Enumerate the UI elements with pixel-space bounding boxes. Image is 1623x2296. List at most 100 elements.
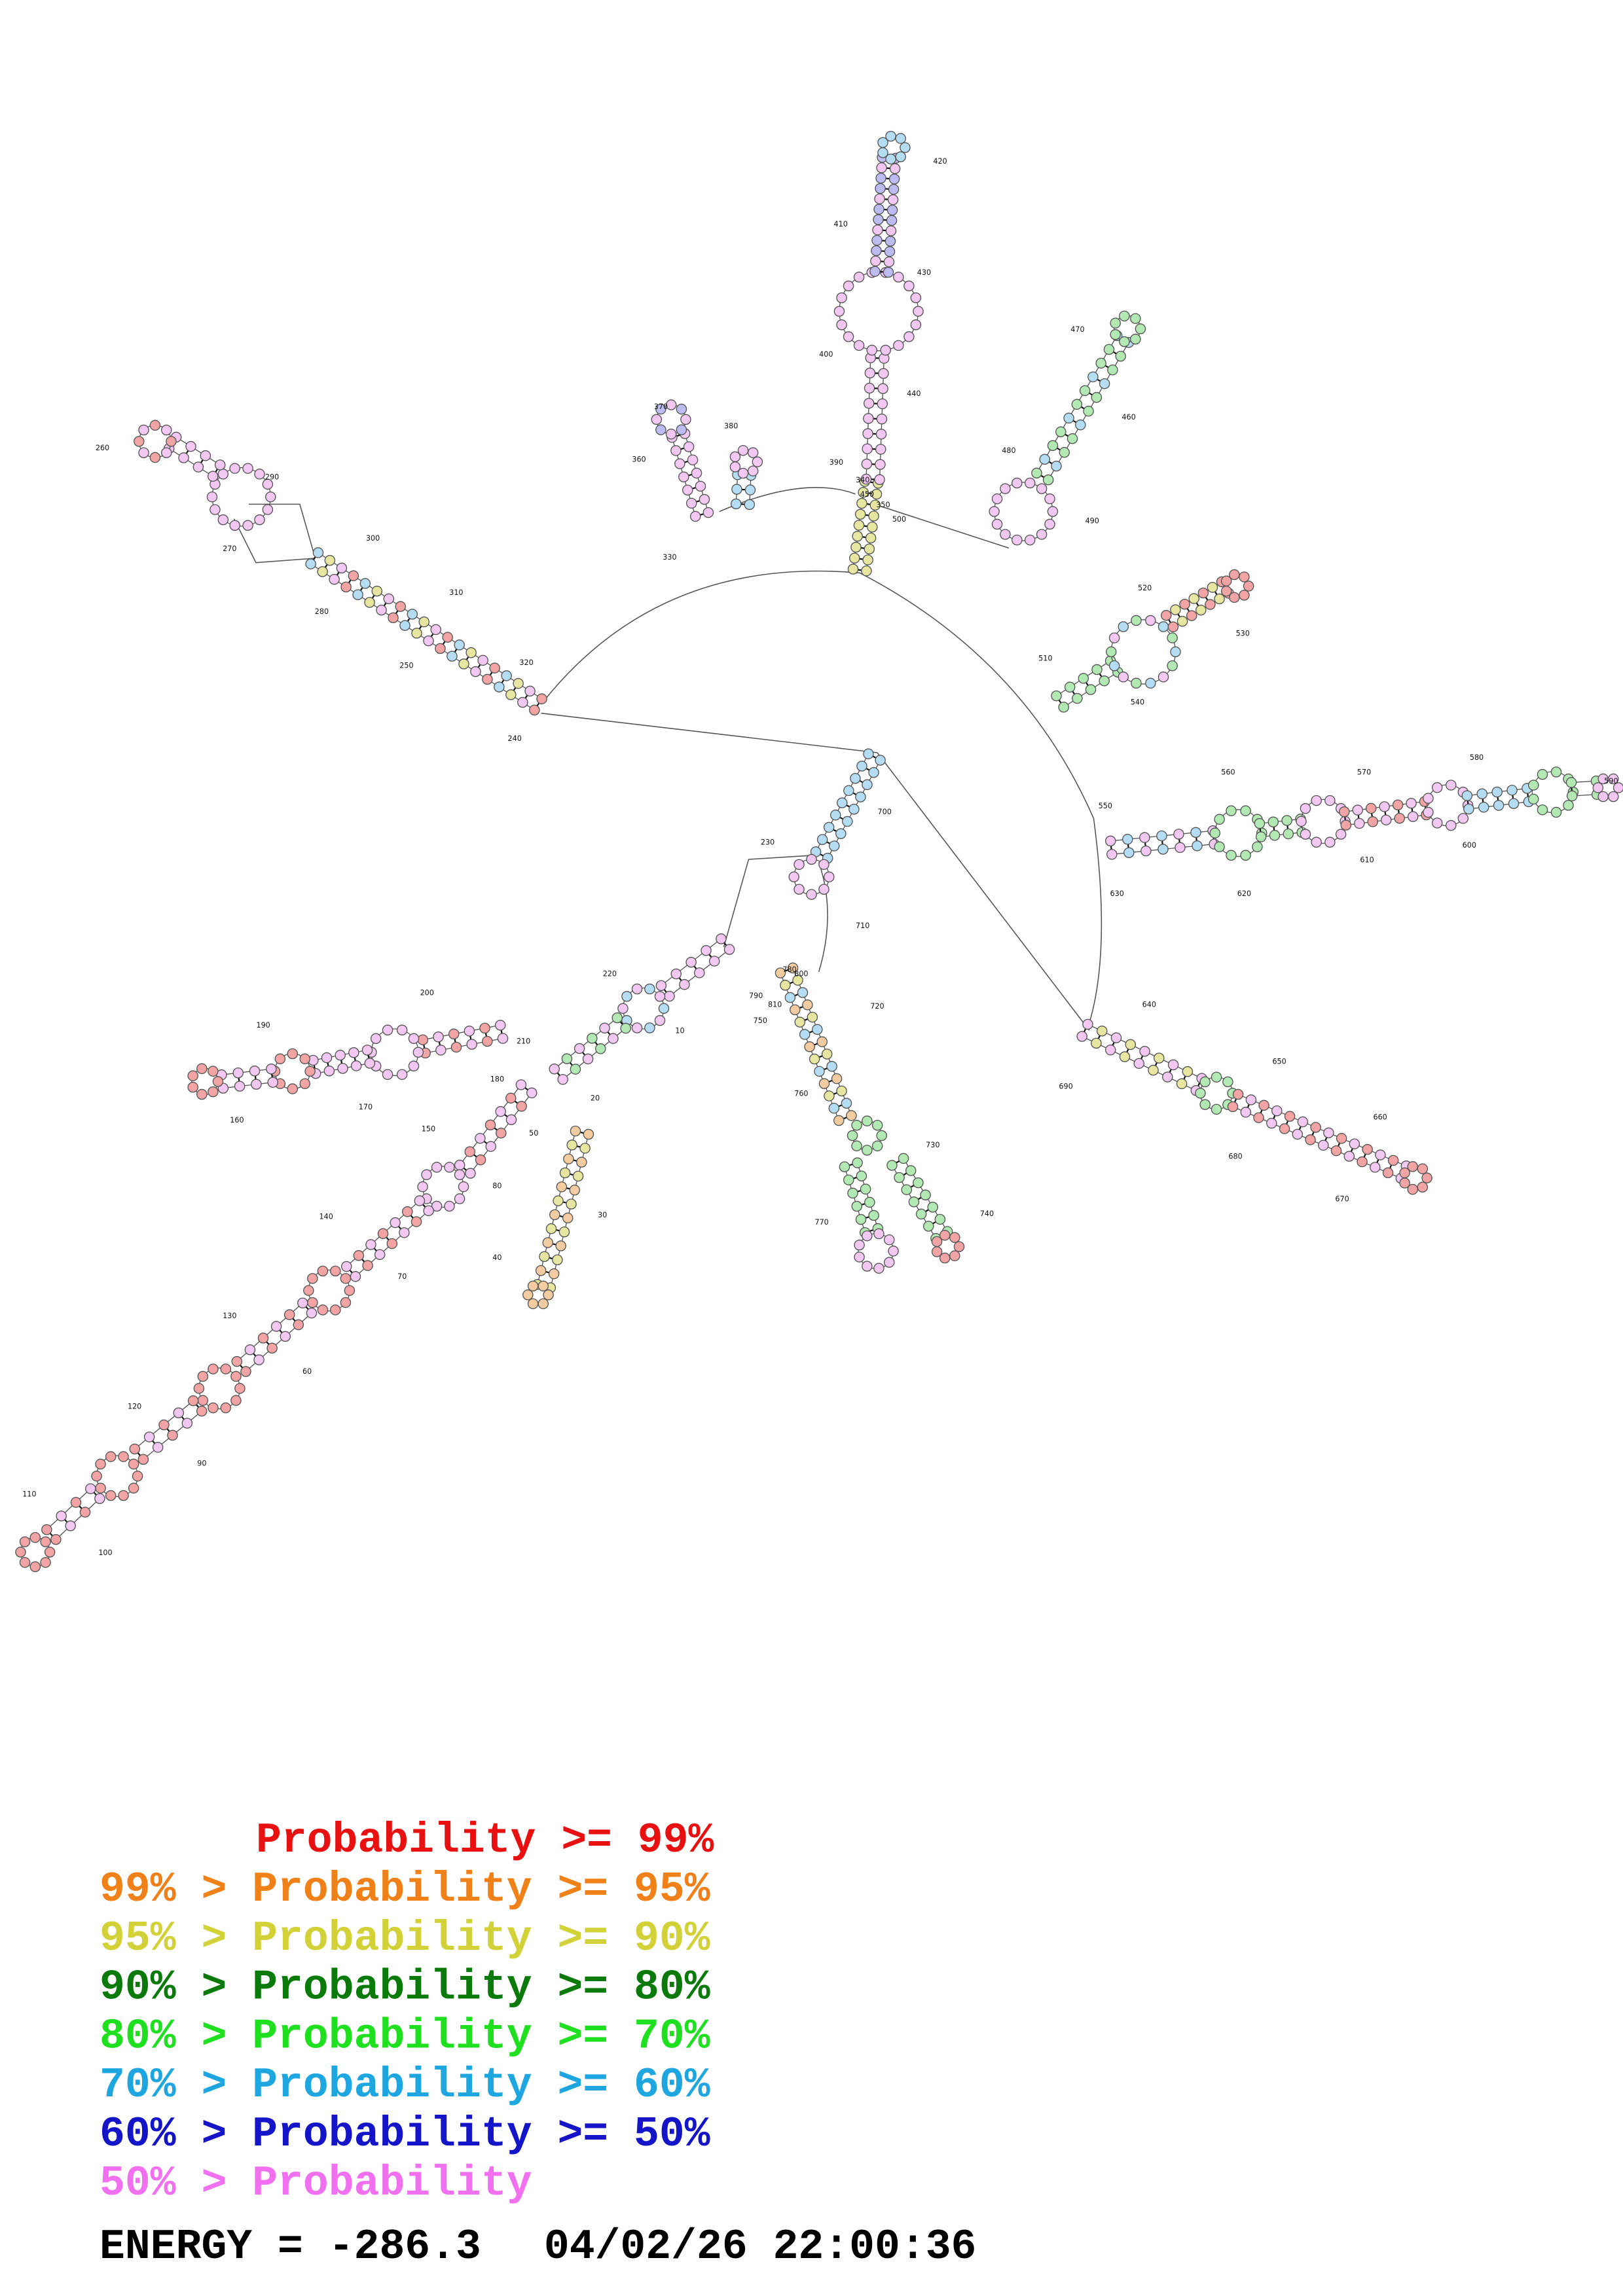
position-label: 460 [1122, 413, 1135, 422]
nucleotide [856, 761, 867, 772]
nucleotide [812, 1024, 823, 1035]
nucleotide [1130, 313, 1141, 324]
position-label: 440 [907, 389, 921, 398]
nucleotide [173, 1407, 185, 1418]
nucleotide [303, 1285, 314, 1296]
nucleotide [799, 1029, 811, 1040]
nucleotide [1318, 1139, 1329, 1151]
nucleotide [1122, 834, 1133, 845]
nucleotide [611, 1012, 623, 1024]
nucleotide [307, 1297, 318, 1308]
nucleotide [863, 748, 874, 760]
nucleotide [853, 520, 865, 531]
nucleotide [1118, 672, 1129, 683]
nucleotide [1076, 1031, 1087, 1042]
nucleotide [903, 280, 915, 292]
nucleotide [910, 292, 922, 304]
nucleotide [1431, 817, 1443, 829]
nucleotide [631, 1022, 643, 1033]
nucleotide [396, 1024, 408, 1036]
nucleotide [775, 967, 786, 978]
nucleotide [1354, 817, 1365, 829]
nucleotide [949, 1232, 960, 1244]
nucleotide [790, 1004, 801, 1016]
nucleotide [1148, 1064, 1159, 1076]
nucleotide [178, 452, 189, 463]
position-label: 60 [302, 1367, 312, 1376]
nucleotide [497, 1033, 509, 1044]
nucleotide [1463, 803, 1474, 815]
nucleotide [861, 565, 872, 577]
nucleotide [407, 609, 418, 620]
nucleotide [806, 853, 817, 865]
position-label: 130 [223, 1312, 236, 1320]
nucleotide [665, 399, 677, 410]
nucleotide [884, 246, 896, 257]
nucleotide [376, 604, 387, 616]
nucleotide [1154, 1052, 1165, 1064]
nucleotide [744, 499, 756, 511]
nucleotide [1338, 806, 1350, 817]
nucleotide [1343, 1151, 1355, 1162]
nucleotide [689, 511, 701, 522]
nucleotide [374, 1249, 386, 1261]
nucleotide [853, 272, 865, 283]
nucleotide [1240, 1107, 1252, 1118]
nucleotide [1156, 830, 1167, 842]
nucleotide [152, 1442, 164, 1453]
nucleotide [868, 766, 879, 778]
nucleotide [395, 601, 407, 612]
position-label: 80 [492, 1181, 501, 1190]
nucleotide [922, 1221, 934, 1232]
nucleotide [340, 1297, 352, 1308]
nucleotide [19, 1536, 31, 1547]
nucleotide [464, 1026, 475, 1037]
nucleotide [1379, 801, 1390, 812]
nucleotide [1186, 610, 1197, 621]
nucleotide [792, 975, 803, 986]
nucleotide [196, 1405, 208, 1417]
nucleotide [454, 1193, 465, 1204]
nucleotide [1508, 798, 1520, 809]
nucleotide [836, 292, 847, 304]
nucleotide [583, 1128, 594, 1140]
nucleotide [1042, 474, 1054, 486]
nucleotide [323, 1065, 335, 1077]
nucleotide [1279, 1123, 1290, 1134]
nucleotide [1220, 575, 1232, 586]
nucleotide [691, 467, 702, 479]
nucleotide [737, 444, 749, 456]
nucleotide [229, 463, 240, 474]
nucleotide [1044, 518, 1055, 530]
nucleotide [1106, 849, 1118, 860]
nucleotide [828, 840, 840, 852]
nucleotide [701, 945, 712, 956]
nucleotide [458, 658, 469, 670]
nucleotide [1103, 344, 1115, 355]
nucleotide [1300, 829, 1311, 840]
nucleotide [336, 562, 348, 574]
nucleotide [220, 1402, 232, 1414]
position-label: 220 [603, 970, 617, 978]
nucleotide [861, 458, 873, 470]
nucleotide [793, 859, 805, 870]
nucleotide [396, 1069, 408, 1080]
nucleotide [747, 465, 759, 476]
nucleotide [599, 1022, 610, 1034]
nucleotide [1476, 788, 1488, 800]
nucleotide [1158, 844, 1169, 855]
nucleotide [797, 987, 809, 998]
nucleotide [408, 1033, 420, 1045]
nucleotide [324, 554, 336, 566]
nucleotide [1375, 1149, 1386, 1160]
nucleotide [931, 1236, 943, 1247]
nucleotide [44, 1547, 56, 1558]
nucleotide [1423, 806, 1434, 818]
nucleotide [617, 1003, 629, 1014]
position-label: 40 [492, 1253, 501, 1262]
nucleotide [569, 1185, 581, 1196]
nucleotide [340, 1261, 352, 1272]
position-label: 600 [1463, 841, 1476, 850]
nucleotide [702, 507, 714, 518]
nucleotide [873, 214, 884, 225]
